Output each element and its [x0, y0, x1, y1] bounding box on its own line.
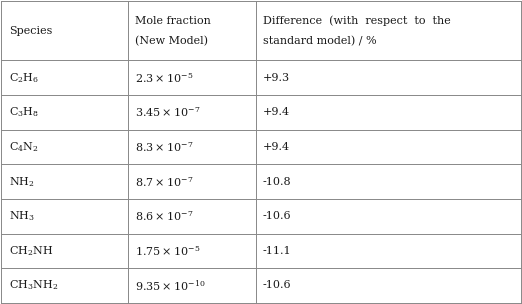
Text: $\mathrm{CH_3NH_2}$: $\mathrm{CH_3NH_2}$: [9, 278, 58, 292]
Text: +9.3: +9.3: [263, 73, 290, 83]
Text: +9.4: +9.4: [263, 107, 290, 117]
Text: $\mathrm{C_4N_2}$: $\mathrm{C_4N_2}$: [9, 140, 39, 154]
Text: -10.6: -10.6: [263, 211, 291, 221]
Text: $8.3 \times 10^{-7}$: $8.3 \times 10^{-7}$: [135, 140, 193, 154]
Text: -11.1: -11.1: [263, 246, 291, 256]
Text: $8.7 \times 10^{-7}$: $8.7 \times 10^{-7}$: [135, 175, 193, 188]
Text: $1.75 \times 10^{-5}$: $1.75 \times 10^{-5}$: [135, 244, 200, 258]
Text: +9.4: +9.4: [263, 142, 290, 152]
Text: $\mathrm{C_3H_8}$: $\mathrm{C_3H_8}$: [9, 105, 40, 119]
Text: -10.8: -10.8: [263, 177, 291, 187]
Text: $\mathrm{NH_2}$: $\mathrm{NH_2}$: [9, 175, 35, 188]
Text: $\mathrm{CH_2NH}$: $\mathrm{CH_2NH}$: [9, 244, 54, 258]
Text: Mole fraction: Mole fraction: [135, 16, 210, 26]
Text: Species: Species: [9, 26, 53, 36]
Text: $8.6 \times 10^{-7}$: $8.6 \times 10^{-7}$: [135, 209, 193, 223]
Text: Difference  (with  respect  to  the: Difference (with respect to the: [263, 16, 450, 26]
Text: standard model) / %: standard model) / %: [263, 36, 376, 46]
Text: (New Model): (New Model): [135, 36, 208, 46]
Text: -10.6: -10.6: [263, 281, 291, 291]
Text: $3.45 \times 10^{-7}$: $3.45 \times 10^{-7}$: [135, 105, 200, 119]
Text: $\mathrm{C_2H_6}$: $\mathrm{C_2H_6}$: [9, 71, 40, 85]
Text: $9.35 \times 10^{-10}$: $9.35 \times 10^{-10}$: [135, 278, 205, 293]
Text: $2.3 \times 10^{-5}$: $2.3 \times 10^{-5}$: [135, 71, 193, 85]
Text: $\mathrm{NH_3}$: $\mathrm{NH_3}$: [9, 209, 35, 223]
